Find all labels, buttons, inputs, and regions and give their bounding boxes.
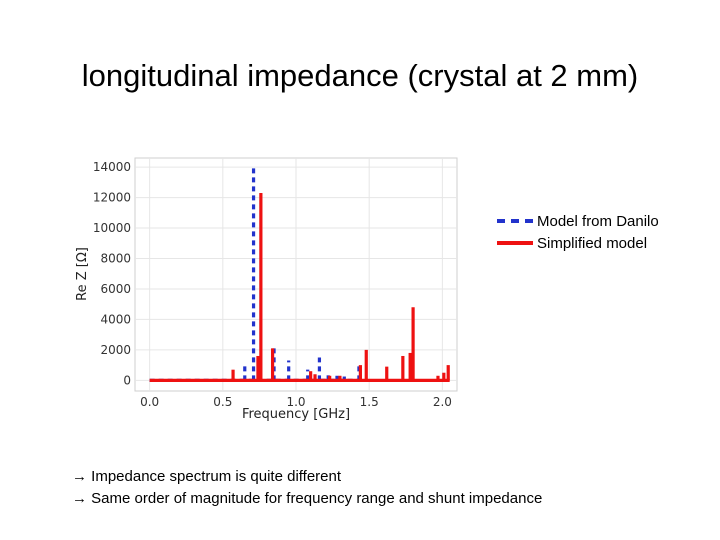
x-tick-label: 0.5 [213,395,232,409]
x-axis-label: Frequency [GHz] [242,407,350,422]
y-tick-label: 0 [123,373,131,387]
y-tick-label: 14000 [93,160,131,174]
arrow-right-icon: → [72,468,87,485]
note-item: → Impedance spectrum is quite different [72,466,542,488]
x-tick-label: 1.0 [286,395,305,409]
data-series [149,167,450,382]
arrow-right-icon: → [72,490,87,507]
legend-item-simplified-model: Simplified model [497,232,659,254]
y-tick-label: 12000 [93,191,131,205]
x-tick-label: 2.0 [433,395,452,409]
legend-label: Simplified model [537,234,648,252]
y-tick-label: 4000 [100,312,131,326]
note-text: Impedance spectrum is quite different [91,468,342,485]
legend-item-model-from-danilo: Model from Danilo [497,210,659,232]
y-tick-label: 6000 [100,282,131,296]
y-axis-label: Re Z [Ω] [75,247,90,301]
note-item: → Same order of magnitude for frequency … [72,488,542,510]
impedance-chart: 0.0 0.5 1.0 1.5 2.0 0 2000 4000 6000 8000 10000 120… [75,157,458,422]
legend-label: Model from Danilo [537,212,659,230]
legend-swatch-dashed [497,219,533,223]
x-tick-label: 1.5 [360,395,379,409]
y-tick-label: 2000 [100,343,131,357]
slide-title: longitudinal impedance (crystal at 2 mm) [81,58,639,93]
chart-legend: Model from Danilo Simplified model [497,210,659,254]
y-tick-label: 8000 [100,252,131,266]
axis-ticks: 0.0 0.5 1.0 1.5 2.0 0 2000 4000 6000 8000 10000 120… [93,160,452,409]
x-tick-label: 0.0 [140,395,159,409]
notes: → Impedance spectrum is quite different … [72,466,542,510]
legend-swatch-solid [497,241,533,245]
y-tick-label: 10000 [93,221,131,235]
note-text: Same order of magnitude for frequency ra… [91,490,543,507]
